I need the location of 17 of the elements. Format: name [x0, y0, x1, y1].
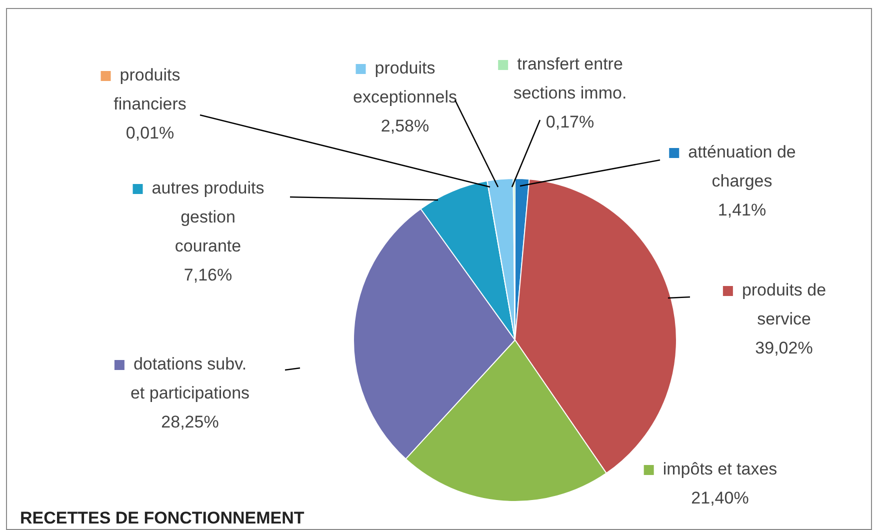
legend-label: transfert entre sections immo. — [513, 54, 627, 103]
legend-label: dotations subv. et participations — [130, 354, 250, 403]
data-label: 21,40% — [691, 488, 749, 508]
text: RECETTES DE FONCTIONNEMENT — [20, 508, 305, 528]
data-label: 2,58% — [380, 116, 430, 136]
legend-label: autres produits gestion courante — [152, 178, 264, 256]
legend-label: produits financiers — [114, 66, 186, 114]
data-label: 7,16% — [184, 266, 232, 285]
data-label: 0,17% — [546, 112, 594, 132]
legend-label: produits de service — [742, 280, 826, 329]
legend-label: impôts et taxes — [662, 460, 778, 479]
data-label: 0,01% — [126, 124, 174, 143]
legend-label: atténuation de charges — [688, 142, 796, 191]
data-label: 28,25% — [161, 412, 219, 432]
legend-label: produits exceptionnels — [353, 58, 457, 107]
data-label: 39,02% — [755, 338, 813, 358]
data-label: 1,41% — [718, 200, 766, 220]
